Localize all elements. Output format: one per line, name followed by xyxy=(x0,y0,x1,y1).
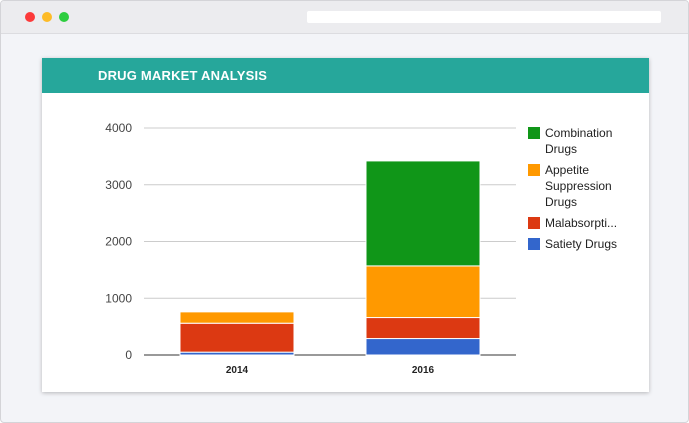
bar-segment[interactable] xyxy=(179,322,295,353)
address-bar[interactable] xyxy=(307,11,661,23)
y-tick-label: 2000 xyxy=(105,235,132,249)
bar-segment[interactable] xyxy=(365,338,481,356)
maximize-window-button[interactable] xyxy=(59,12,69,22)
chart-card: DRUG MARKET ANALYSIS 0 1000 2000 3000 4000 20… xyxy=(42,58,649,392)
bar-segment[interactable] xyxy=(365,317,481,340)
window-titlebar xyxy=(1,1,688,34)
card-title: DRUG MARKET ANALYSIS xyxy=(98,68,268,83)
legend-label: Satiety Drugs xyxy=(545,237,617,251)
minimize-window-button[interactable] xyxy=(42,12,52,22)
y-tick-label: 4000 xyxy=(105,121,132,135)
bar-segment[interactable] xyxy=(365,265,481,319)
stacked-bar-chart: 0 1000 2000 3000 4000 2014 2016 Combination Dru… xyxy=(105,121,617,376)
x-category-label: 2014 xyxy=(226,365,249,376)
bar-segment[interactable] xyxy=(365,160,481,267)
close-window-button[interactable] xyxy=(25,12,35,22)
y-tick-label: 1000 xyxy=(105,291,132,305)
y-tick-label: 3000 xyxy=(105,178,132,192)
card-header: DRUG MARKET ANALYSIS xyxy=(42,58,649,93)
y-tick-label: 0 xyxy=(125,348,132,362)
legend-label: Combination Drugs xyxy=(545,126,612,156)
x-category-label: 2016 xyxy=(412,365,435,376)
bar-segment[interactable] xyxy=(179,311,295,324)
legend-swatch xyxy=(528,217,540,229)
legend-swatch xyxy=(528,127,540,139)
legend-label: Appetite Suppression Drugs xyxy=(545,163,612,209)
legend-label: Malabsorpti... xyxy=(545,216,617,230)
legend-swatch xyxy=(528,238,540,250)
legend-swatch xyxy=(528,164,540,176)
